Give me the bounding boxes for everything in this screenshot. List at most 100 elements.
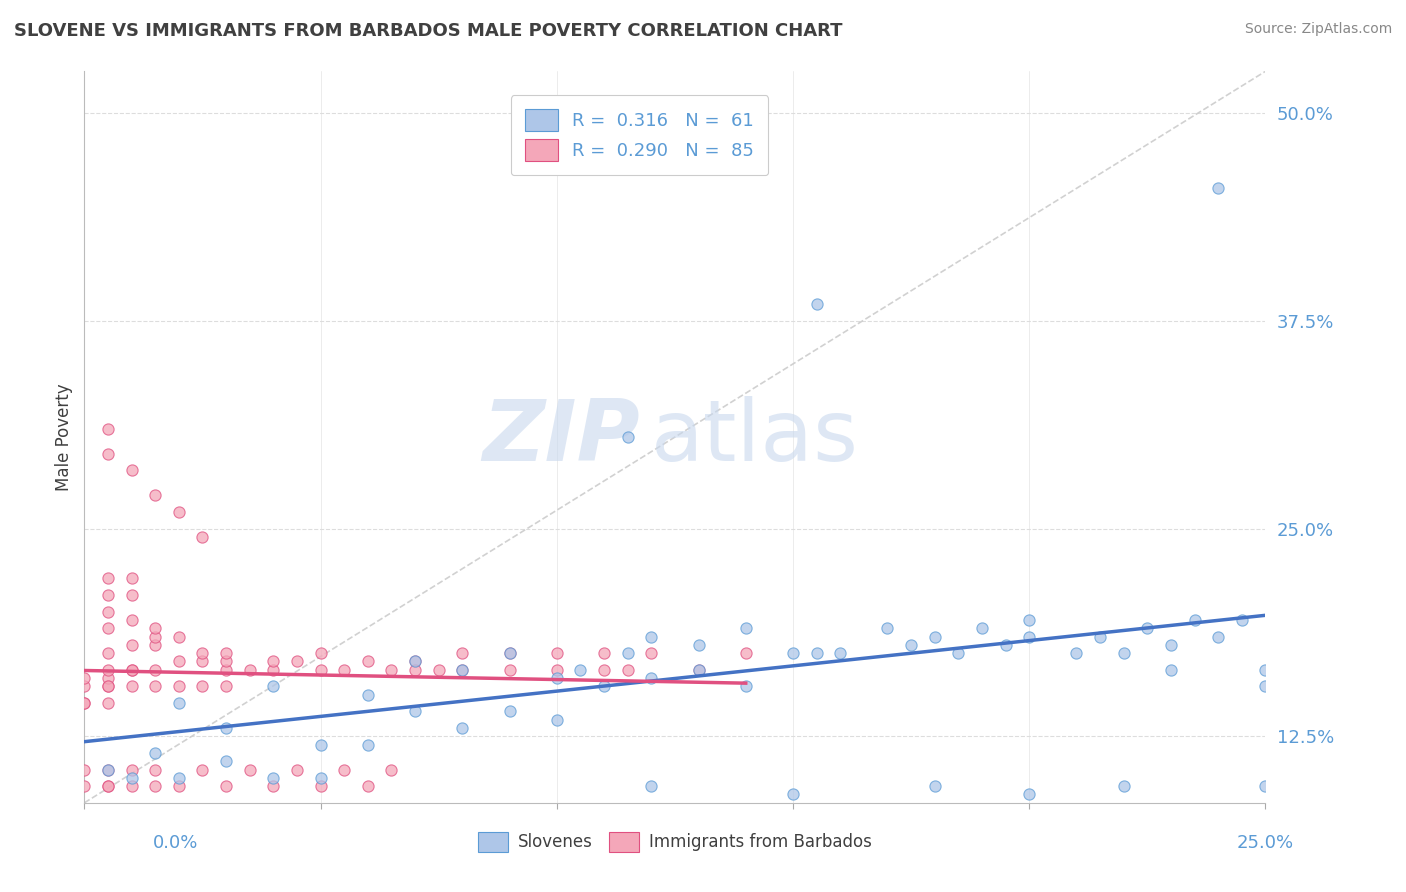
Point (97, 646, 120, 660)
Point (143, 746, 166, 760)
Point (616, 646, 638, 660)
Point (167, 696, 190, 710)
Point (1136, 621, 1159, 635)
Point (215, 680, 238, 694)
Point (121, 663, 143, 677)
Point (121, 663, 143, 677)
Point (143, 621, 166, 635)
Point (1018, 788, 1040, 802)
Point (215, 646, 238, 660)
Point (357, 738, 380, 752)
Point (451, 646, 474, 660)
Point (1088, 630, 1111, 644)
Point (357, 655, 380, 669)
Point (285, 655, 308, 669)
Point (1230, 613, 1253, 627)
Point (143, 779, 166, 793)
Point (546, 671, 568, 685)
Text: 0.0%: 0.0% (153, 834, 198, 852)
Point (73, 680, 96, 694)
Point (616, 430, 638, 444)
Point (97, 696, 120, 710)
Point (285, 763, 308, 777)
Point (97, 621, 120, 635)
Text: 25.0%: 25.0% (1237, 834, 1294, 852)
Point (215, 779, 238, 793)
Point (121, 680, 143, 694)
Text: atlas: atlas (651, 395, 859, 479)
Point (404, 655, 426, 669)
Point (451, 663, 474, 677)
Point (121, 638, 143, 652)
Point (143, 663, 166, 677)
Point (357, 779, 380, 793)
Point (167, 779, 190, 793)
Point (1206, 180, 1229, 194)
Point (262, 680, 284, 694)
Point (215, 663, 238, 677)
Point (1018, 613, 1040, 627)
Point (380, 763, 402, 777)
Point (262, 655, 284, 669)
Point (640, 646, 662, 660)
Point (640, 671, 662, 685)
Point (191, 680, 214, 694)
Point (593, 663, 616, 677)
Text: SLOVENE VS IMMIGRANTS FROM BARBADOS MALE POVERTY CORRELATION CHART: SLOVENE VS IMMIGRANTS FROM BARBADOS MALE… (14, 22, 842, 40)
Point (782, 646, 804, 660)
Point (97, 605, 120, 619)
Point (734, 680, 756, 694)
Point (167, 655, 190, 669)
Point (994, 638, 1017, 652)
Point (215, 721, 238, 735)
Point (1112, 779, 1135, 793)
Point (143, 763, 166, 777)
Point (498, 705, 520, 719)
Point (121, 571, 143, 585)
Point (191, 646, 214, 660)
Point (73, 671, 96, 685)
Point (143, 630, 166, 644)
Point (970, 621, 993, 635)
Point (640, 779, 662, 793)
Point (1184, 613, 1206, 627)
Point (167, 771, 190, 785)
Point (900, 638, 922, 652)
Point (97, 422, 120, 436)
Point (498, 646, 520, 660)
Point (73, 779, 96, 793)
Point (309, 646, 332, 660)
Point (167, 630, 190, 644)
Point (121, 771, 143, 785)
Point (309, 779, 332, 793)
Point (688, 663, 710, 677)
Point (191, 763, 214, 777)
Point (380, 663, 402, 677)
Point (498, 646, 520, 660)
Point (404, 655, 426, 669)
Point (569, 663, 592, 677)
Legend: Slovenes, Immigrants from Barbados: Slovenes, Immigrants from Barbados (470, 823, 880, 860)
Point (143, 488, 166, 502)
Point (333, 763, 356, 777)
Point (1160, 663, 1182, 677)
Point (97, 763, 120, 777)
Point (121, 613, 143, 627)
Point (451, 663, 474, 677)
Point (309, 738, 332, 752)
Point (593, 646, 616, 660)
Point (97, 779, 120, 793)
Point (73, 696, 96, 710)
Point (262, 771, 284, 785)
Point (1160, 638, 1182, 652)
Point (121, 779, 143, 793)
Point (262, 663, 284, 677)
Point (333, 663, 356, 677)
Point (616, 663, 638, 677)
Point (97, 663, 120, 677)
Point (357, 688, 380, 702)
Point (876, 621, 898, 635)
Point (97, 571, 120, 585)
Point (404, 663, 426, 677)
Point (239, 763, 262, 777)
